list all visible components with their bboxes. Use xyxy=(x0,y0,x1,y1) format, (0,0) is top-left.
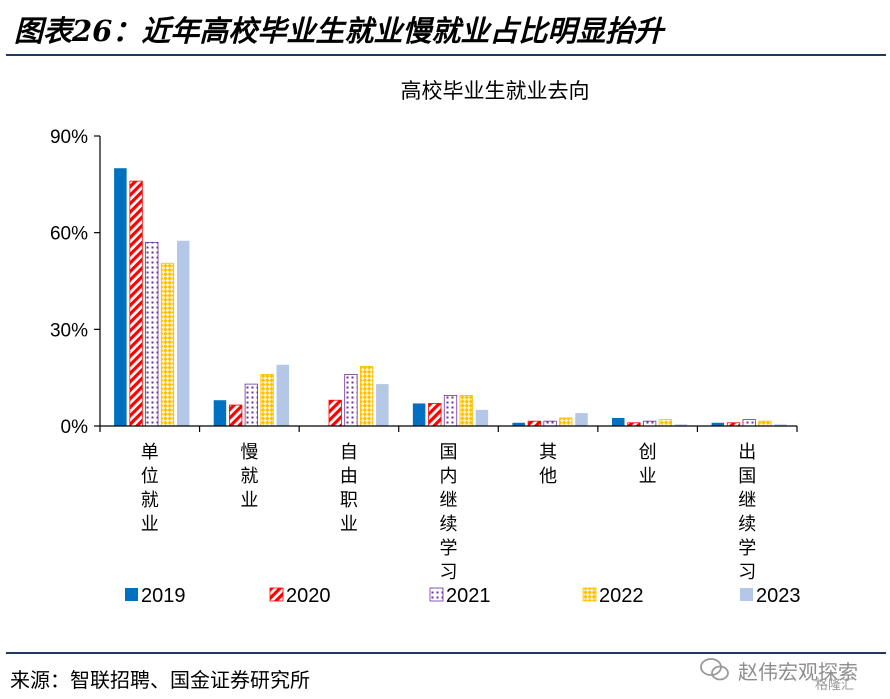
bar-2019 xyxy=(213,400,227,426)
bar-2020 xyxy=(527,420,542,427)
category-label: 其他 xyxy=(539,442,557,487)
legend-swatch xyxy=(125,588,138,601)
bar-2019 xyxy=(114,168,127,426)
bottom-rule xyxy=(6,652,886,654)
bar-2023 xyxy=(575,413,588,426)
bars xyxy=(114,168,787,427)
bar-2019 xyxy=(611,417,625,426)
bar-2022 xyxy=(459,394,473,427)
bar-2022 xyxy=(658,419,672,427)
bar-2021 xyxy=(145,241,159,427)
bar-2022 xyxy=(559,417,573,427)
wechat-icon xyxy=(700,658,729,681)
bar-2022 xyxy=(758,420,772,427)
legend-label: 2020 xyxy=(286,585,331,607)
bar-2020 xyxy=(129,180,143,427)
bar-2023 xyxy=(376,384,389,426)
bar-2021 xyxy=(742,419,756,427)
watermark-name: 赵伟宏观探索 xyxy=(738,659,858,684)
bar-2020 xyxy=(328,399,342,427)
chart-title: 高校毕业生就业去向 xyxy=(401,79,590,103)
bar-2019 xyxy=(711,422,725,426)
bar-2021 xyxy=(344,374,358,427)
legend-label: 2023 xyxy=(756,585,801,607)
legend-swatch xyxy=(740,588,753,601)
category-label: 自由职业 xyxy=(340,442,358,535)
y-axis: 0% 30% 60% 90% xyxy=(50,127,101,438)
bar-2022 xyxy=(359,365,374,427)
y-tick-label: 90% xyxy=(50,127,88,148)
bar-2021 xyxy=(543,420,557,427)
bar-2023 xyxy=(475,409,489,426)
category-label: 单位就业 xyxy=(141,442,159,535)
bar-2019 xyxy=(412,403,426,426)
bar-2021 xyxy=(642,420,657,427)
bar-2022 xyxy=(160,262,175,427)
legend-label: 2022 xyxy=(599,585,644,607)
figure-title: 图表26：近年高校毕业生就业慢就业占比明显抬升 xyxy=(14,14,664,48)
legend-label: 2021 xyxy=(446,585,491,607)
category-label: 慢就业 xyxy=(240,442,258,511)
y-tick-label: 30% xyxy=(50,320,88,341)
top-rule xyxy=(6,54,886,56)
bar-2020 xyxy=(229,404,243,427)
bar-2022 xyxy=(260,374,274,427)
category-label: 出国继续学习 xyxy=(738,442,756,583)
bar-2021 xyxy=(244,383,259,427)
legend-swatch xyxy=(582,587,597,602)
watermark-sub: 格隆汇 xyxy=(815,678,855,693)
bar-chart: 高校毕业生就业去向 0% 30% 60% 90% 单位就业 慢就业 自由职业 国内继续学习 其… xyxy=(50,79,801,607)
y-tick-label: 0% xyxy=(61,417,89,438)
bar-2020 xyxy=(428,403,442,427)
bar-2023 xyxy=(176,240,190,426)
legend-swatch xyxy=(269,587,284,602)
x-axis: 单位就业 慢就业 自由职业 国内继续学习 其他 创业 出国继续学习 xyxy=(99,425,798,583)
bar-2023 xyxy=(774,424,787,426)
y-tick-label: 60% xyxy=(50,224,88,245)
category-label: 创业 xyxy=(639,442,657,487)
bar-2023 xyxy=(674,424,688,426)
watermark: 赵伟宏观探索 格隆汇 xyxy=(700,646,858,694)
bar-2019 xyxy=(512,422,525,426)
bar-2021 xyxy=(443,394,458,427)
legend-swatch xyxy=(429,587,444,602)
legend: 2019 2020 2021 2022 2023 xyxy=(125,585,801,607)
source-note: 来源：智联招聘、国金证券研究所 xyxy=(10,668,310,692)
category-label: 国内继续学习 xyxy=(440,442,458,583)
bar-2023 xyxy=(276,364,290,426)
legend-label: 2019 xyxy=(141,585,186,607)
